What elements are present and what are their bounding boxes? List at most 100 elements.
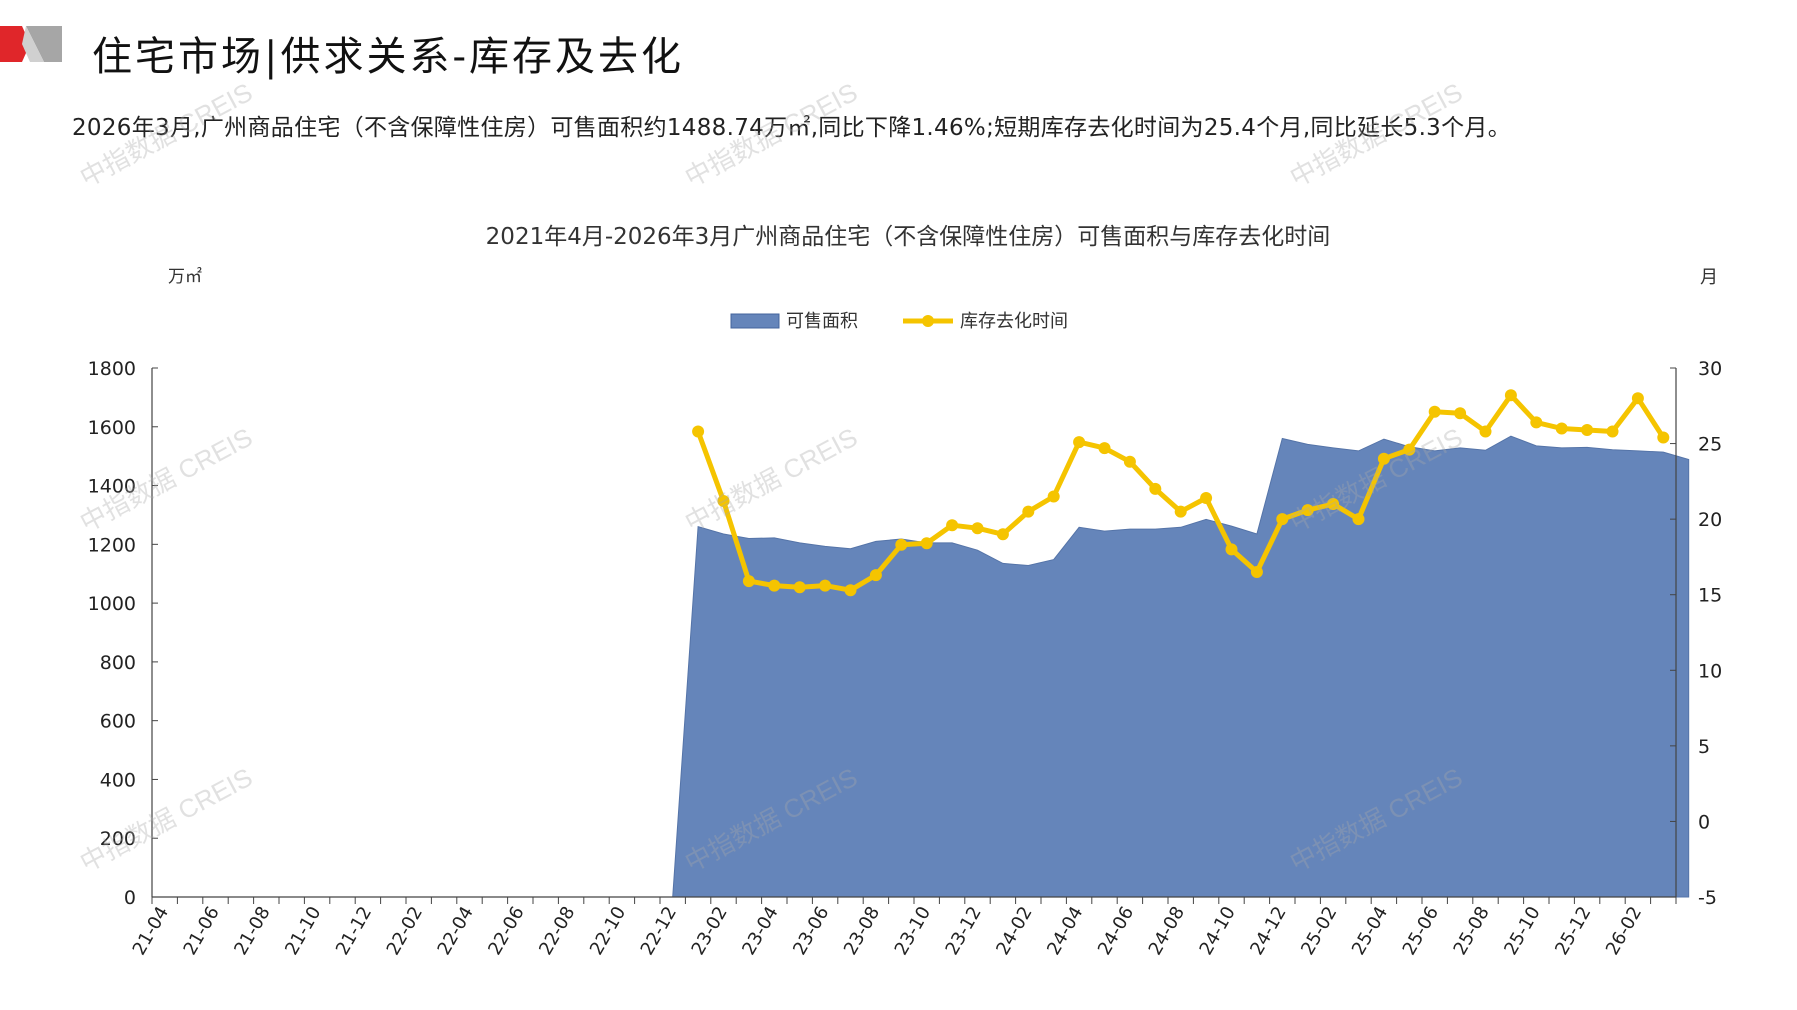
x-tick-label: 25-04 [1348, 903, 1392, 959]
y-left-tick-label: 1200 [88, 534, 136, 556]
y-left-tick-label: 400 [100, 769, 136, 791]
line-point [1504, 389, 1517, 402]
brand-logo [0, 26, 62, 62]
line-point [844, 584, 857, 597]
y-left-tick-label: 200 [100, 828, 136, 850]
y-right-tick-label: 0 [1698, 811, 1710, 833]
x-tick-label: 22-12 [637, 903, 681, 959]
line-point [1428, 405, 1441, 418]
x-tick-label: 21-04 [129, 903, 173, 959]
y-right-tick-label: -5 [1698, 887, 1717, 909]
x-tick-label: 23-08 [840, 903, 884, 959]
x-tick-label: 22-10 [586, 903, 630, 959]
legend-label-area: 可售面积 [786, 311, 858, 332]
summary-text: 2026年3月,广州商品住宅（不含保障性住房）可售面积约1488.74万㎡,同比… [72, 115, 1512, 141]
line-point [692, 425, 705, 438]
line-point [1225, 543, 1238, 556]
x-tick-label: 24-04 [1043, 903, 1087, 959]
x-tick-label: 25-10 [1500, 903, 1544, 959]
legend-label-line: 库存去化时间 [960, 311, 1068, 332]
y-right-unit: 月 [1700, 267, 1718, 288]
x-tick-label: 22-06 [484, 903, 528, 959]
line-point [1073, 436, 1086, 449]
line-point [1047, 490, 1060, 503]
area-series-saleable [672, 435, 1690, 898]
x-tick-label: 24-12 [1246, 903, 1290, 959]
x-tick-label: 23-12 [941, 903, 985, 959]
line-point [1098, 442, 1111, 455]
x-tick-label: 22-02 [383, 903, 427, 959]
x-tick-label: 25-12 [1551, 903, 1595, 959]
line-point [920, 537, 933, 550]
legend-swatch-area [730, 313, 780, 329]
line-point [1657, 431, 1670, 444]
x-tick-label: 25-06 [1399, 903, 1443, 959]
line-point [793, 581, 806, 594]
x-tick-label: 21-10 [281, 903, 325, 959]
x-tick-label: 24-10 [1195, 903, 1239, 959]
x-tick-label: 23-06 [789, 903, 833, 959]
line-point [946, 519, 959, 532]
y-left-tick-label: 800 [100, 652, 136, 674]
line-point [1301, 504, 1314, 517]
line-point [1352, 513, 1365, 526]
line-point [717, 495, 730, 507]
y-left-tick-label: 0 [124, 887, 136, 909]
logo-gray-shape [26, 26, 62, 62]
x-tick-label: 23-04 [738, 903, 782, 959]
line-point [1403, 443, 1416, 456]
y-right-tick-label: 15 [1698, 585, 1722, 607]
x-tick-label: 26-02 [1602, 903, 1646, 959]
y-right-tick-label: 30 [1698, 358, 1722, 380]
line-point [1555, 422, 1568, 435]
logo-red-shape [0, 26, 30, 62]
line-point [1149, 482, 1162, 495]
line-point [1174, 505, 1187, 518]
x-tick-label: 23-10 [891, 903, 935, 959]
y-left-unit: 万㎡ [168, 267, 202, 287]
y-right-tick-label: 10 [1698, 660, 1722, 682]
y-left-tick-label: 1400 [88, 476, 136, 498]
line-point [1479, 425, 1492, 438]
line-point [768, 579, 781, 592]
legend: 可售面积 库存去化时间 [730, 311, 1068, 332]
x-tick-label: 22-08 [535, 903, 579, 959]
line-point [971, 522, 984, 535]
line-point [895, 538, 908, 551]
line-point [1530, 416, 1543, 429]
line-point [1606, 425, 1619, 438]
y-left-tick-label: 600 [100, 711, 136, 733]
line-point [1022, 505, 1035, 518]
x-tick-label: 21-06 [179, 903, 223, 959]
x-tick-label: 21-08 [230, 903, 274, 959]
line-point [1581, 424, 1594, 436]
x-tick-label: 23-02 [687, 903, 731, 959]
y-left-tick-label: 1600 [88, 417, 136, 439]
line-point [1250, 566, 1263, 578]
line-point [1327, 498, 1340, 510]
line-point [1631, 392, 1644, 405]
page-title: 住宅市场|供求关系-库存及去化 [92, 34, 684, 80]
y-left-tick-label: 1000 [88, 593, 136, 615]
y-right-tick-label: 20 [1698, 509, 1722, 531]
line-point [1276, 513, 1289, 526]
line-point [742, 575, 755, 588]
line-point [1200, 492, 1213, 504]
line-point [819, 579, 832, 592]
y-right-tick-label: 5 [1698, 736, 1710, 758]
line-point [996, 528, 1009, 541]
line-point [869, 569, 882, 582]
x-tick-label: 21-12 [332, 903, 376, 959]
x-tick-label: 24-06 [1094, 903, 1138, 959]
x-tick-label: 24-08 [1145, 903, 1189, 959]
x-tick-label: 24-02 [992, 903, 1036, 959]
line-point [1454, 407, 1467, 420]
legend-swatch-marker [922, 315, 934, 327]
line-point [1123, 455, 1136, 468]
y-left-tick-label: 1800 [88, 358, 136, 380]
chart-title: 2021年4月-2026年3月广州商品住宅（不含保障性住房）可售面积与库存去化时… [486, 224, 1331, 250]
x-tick-label: 22-04 [433, 903, 477, 959]
line-point [1377, 452, 1390, 465]
y-right-tick-label: 25 [1698, 434, 1722, 456]
